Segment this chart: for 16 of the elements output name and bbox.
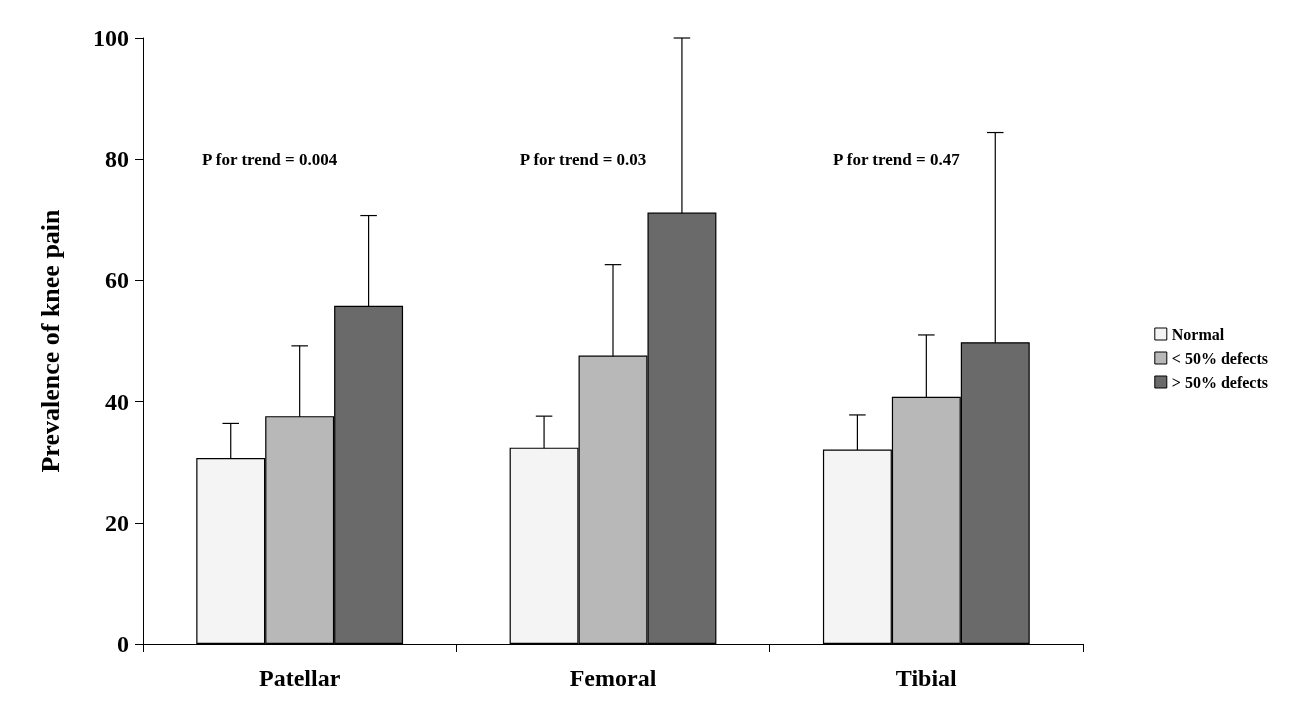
y-tick-label: 20 (105, 509, 129, 536)
annotation: P for trend = 0.03 (519, 149, 647, 169)
y-tick-label: 100 (93, 25, 129, 51)
y-tick-label: 80 (105, 146, 129, 173)
legend-label: < 50% defects (1171, 349, 1268, 367)
x-tick-label: Patellar (259, 665, 341, 691)
annotation: P for trend = 0.004 (202, 149, 338, 169)
legend-label: Normal (1171, 325, 1225, 343)
legend-label: > 50% defects (1171, 373, 1268, 391)
x-tick-label: Tibial (895, 665, 958, 691)
y-tick-label: 40 (105, 388, 129, 415)
y-tick-label: 60 (105, 267, 129, 294)
x-tick-label: Femoral (569, 665, 657, 691)
y-tick-label: 0 (117, 631, 129, 657)
annotation: P for trend = 0.47 (833, 149, 961, 169)
y-axis-title: Prevalence of knee pain (35, 208, 65, 473)
